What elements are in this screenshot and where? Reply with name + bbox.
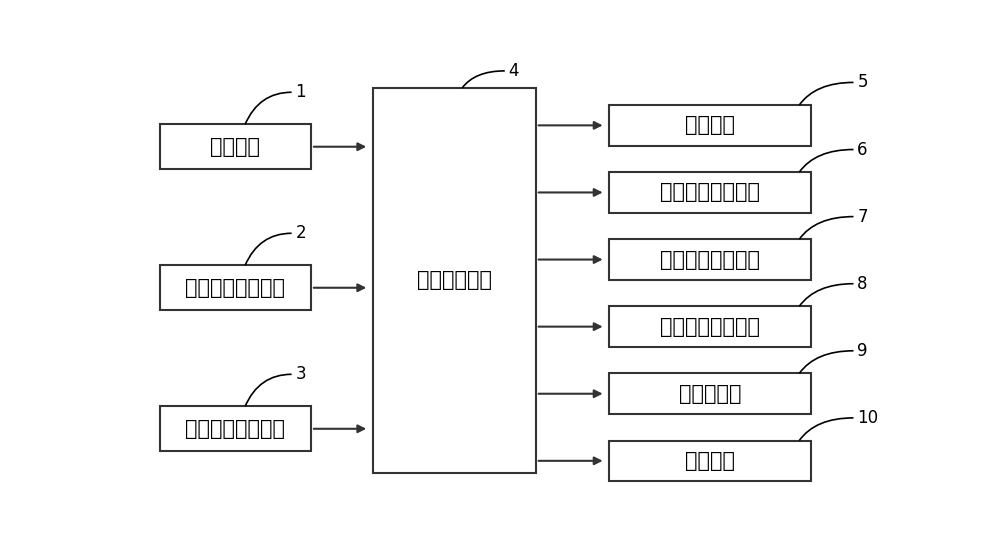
Text: 机械数据分析模块: 机械数据分析模块 — [660, 250, 760, 270]
Text: 8: 8 — [857, 275, 868, 292]
Bar — [609, 105, 811, 145]
Bar — [373, 88, 536, 473]
Text: 7: 7 — [857, 208, 868, 225]
Text: 6: 6 — [857, 140, 868, 159]
Text: 中央控制模块: 中央控制模块 — [417, 270, 492, 290]
Bar — [160, 124, 311, 169]
Bar — [609, 172, 811, 213]
Text: 9: 9 — [857, 342, 868, 360]
Text: 机械故障诊断模块: 机械故障诊断模块 — [660, 317, 760, 337]
Text: 云存储模块: 云存储模块 — [679, 384, 741, 403]
Text: 供电模块: 供电模块 — [210, 137, 260, 157]
Text: 5: 5 — [857, 73, 868, 92]
Bar — [609, 306, 811, 347]
Text: 显示模块: 显示模块 — [685, 451, 735, 471]
Text: 控制程序加载模块: 控制程序加载模块 — [185, 278, 285, 297]
Bar — [609, 441, 811, 481]
Bar — [609, 374, 811, 414]
Text: 3: 3 — [296, 365, 306, 384]
Text: 2: 2 — [296, 224, 306, 243]
Text: 触控模块: 触控模块 — [685, 115, 735, 135]
Text: 1: 1 — [296, 83, 306, 101]
Text: 4: 4 — [509, 62, 519, 80]
Text: 10: 10 — [857, 409, 879, 427]
Text: 机械数据处理模块: 机械数据处理模块 — [660, 183, 760, 203]
Text: 控制参数配置模块: 控制参数配置模块 — [185, 419, 285, 439]
Bar — [609, 239, 811, 280]
Bar — [160, 406, 311, 451]
Bar — [160, 265, 311, 310]
